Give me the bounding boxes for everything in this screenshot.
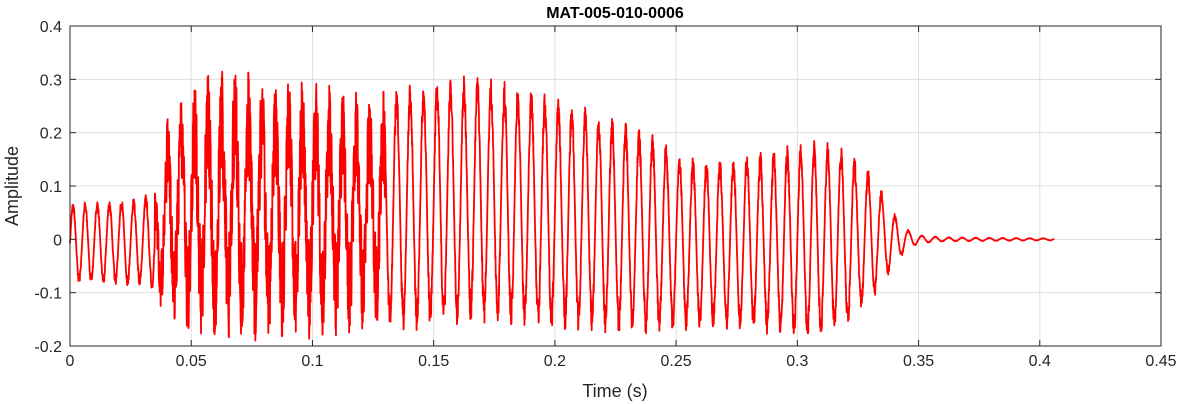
y-axis-ticks: -0.2 -0.1 0 0.1 0.2 0.3 0.4 <box>34 19 1161 356</box>
y-axis-label: Amplitude <box>2 146 22 226</box>
y-tick-label: -0.2 <box>34 339 62 356</box>
x-tick-label: 0.3 <box>786 353 808 370</box>
chart-title: MAT-005-010-0006 <box>546 5 684 22</box>
y-tick-label: 0.3 <box>40 72 62 89</box>
y-tick-label: 0.2 <box>40 126 62 143</box>
signal-line <box>69 70 1056 342</box>
y-tick-label: 0 <box>53 232 62 249</box>
y-tick-label: 0.1 <box>40 179 62 196</box>
x-tick-label: 0 <box>66 353 75 370</box>
x-tick-label: 0.15 <box>418 353 449 370</box>
x-tick-label: 0.4 <box>1029 353 1051 370</box>
x-tick-label: 0.25 <box>661 353 692 370</box>
x-tick-label: 0.35 <box>903 353 934 370</box>
x-axis-label: Time (s) <box>582 381 647 401</box>
y-tick-label: -0.1 <box>34 286 62 303</box>
y-tick-label: 0.4 <box>40 19 62 36</box>
series-group <box>69 70 1056 342</box>
x-tick-label: 0.45 <box>1145 353 1176 370</box>
x-tick-label: 0.1 <box>301 353 323 370</box>
x-tick-label: 0.05 <box>176 353 207 370</box>
x-tick-label: 0.2 <box>544 353 566 370</box>
x-axis-ticks: 0 0.05 0.1 0.15 0.2 0.25 0.3 0.35 0.4 0.45 <box>66 26 1177 370</box>
